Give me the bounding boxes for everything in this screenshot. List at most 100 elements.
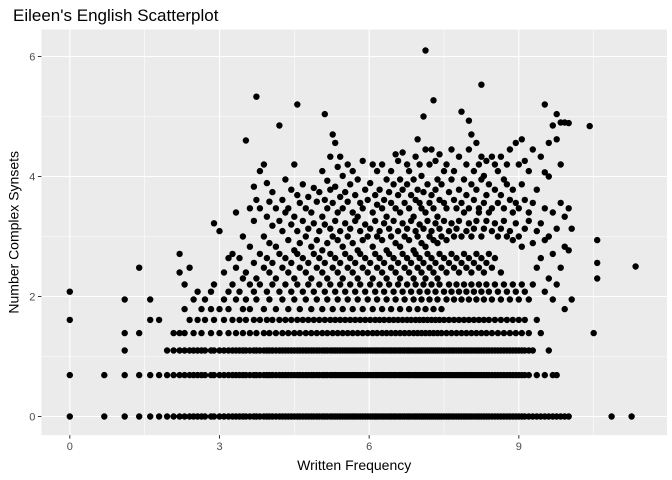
- data-point: [201, 371, 209, 379]
- data-point: [545, 139, 552, 147]
- data-point: [443, 161, 450, 168]
- data-point: [299, 217, 306, 225]
- data-point: [470, 316, 478, 324]
- data-point: [448, 288, 455, 295]
- data-point: [294, 250, 301, 258]
- x-tick-label: 9: [516, 441, 522, 453]
- data-point: [308, 209, 315, 216]
- data-point: [394, 281, 402, 288]
- data-point: [344, 296, 351, 303]
- data-point: [465, 254, 473, 262]
- data-point: [337, 193, 344, 201]
- data-point: [491, 186, 499, 193]
- data-point: [201, 296, 209, 303]
- data-point: [453, 329, 460, 337]
- data-point: [390, 316, 397, 324]
- data-point: [432, 220, 439, 227]
- data-point: [327, 225, 334, 232]
- data-point: [170, 329, 177, 337]
- data-point: [256, 167, 264, 175]
- data-point: [475, 316, 483, 324]
- data-point: [263, 213, 271, 220]
- data-point: [473, 186, 480, 193]
- data-point: [473, 329, 480, 337]
- data-point: [66, 413, 74, 420]
- data-point: [465, 146, 473, 153]
- data-point: [373, 264, 381, 271]
- data-point: [321, 316, 328, 324]
- data-point: [359, 157, 366, 165]
- data-point: [339, 243, 346, 250]
- data-point: [216, 305, 223, 313]
- data-point: [545, 233, 552, 240]
- data-point: [155, 413, 163, 420]
- data-point: [332, 316, 339, 324]
- data-point: [541, 371, 548, 379]
- data-point: [299, 316, 306, 324]
- data-point: [509, 236, 516, 244]
- data-point: [557, 264, 564, 271]
- data-point: [450, 196, 458, 204]
- data-point: [541, 288, 548, 295]
- data-point: [276, 250, 283, 258]
- data-point: [310, 184, 317, 192]
- data-point: [399, 149, 406, 156]
- data-point: [176, 329, 183, 337]
- data-point: [401, 329, 408, 337]
- data-point: [316, 188, 323, 196]
- data-point: [515, 161, 522, 168]
- data-point: [220, 371, 228, 379]
- data-point: [445, 227, 453, 235]
- data-point: [288, 259, 295, 267]
- data-point: [380, 259, 388, 267]
- data-point: [399, 186, 406, 193]
- data-point: [387, 305, 395, 313]
- data-point: [263, 179, 271, 187]
- data-point: [500, 205, 508, 212]
- data-point: [349, 329, 356, 337]
- data-point: [485, 316, 493, 324]
- data-point: [305, 259, 312, 267]
- data-point: [321, 221, 328, 228]
- data-point: [480, 199, 488, 207]
- data-point: [308, 275, 315, 282]
- data-point: [557, 199, 564, 207]
- data-point: [190, 329, 197, 337]
- data-point: [337, 259, 344, 267]
- data-point: [401, 264, 408, 271]
- data-point: [468, 131, 475, 138]
- y-tick-label: 0: [29, 412, 35, 424]
- data-point: [460, 250, 468, 258]
- data-point: [468, 181, 475, 188]
- data-point: [537, 153, 544, 160]
- data-point: [220, 347, 228, 354]
- data-point: [608, 413, 615, 420]
- data-point: [147, 413, 154, 420]
- x-tick-label: 0: [67, 441, 73, 453]
- data-point: [66, 288, 74, 295]
- data-point: [432, 288, 439, 295]
- data-point: [494, 329, 502, 337]
- data-point: [163, 413, 171, 420]
- data-point: [394, 259, 402, 267]
- data-point: [478, 153, 485, 160]
- data-point: [455, 217, 463, 225]
- data-point: [302, 296, 309, 303]
- data-point: [557, 161, 564, 168]
- data-point: [296, 329, 303, 337]
- data-point: [176, 371, 183, 379]
- data-point: [288, 221, 295, 228]
- data-point: [448, 250, 455, 258]
- data-point: [334, 163, 341, 171]
- data-point: [455, 186, 463, 193]
- data-point: [512, 220, 519, 227]
- data-point: [396, 305, 404, 313]
- data-point: [272, 243, 280, 250]
- data-point: [632, 263, 639, 270]
- data-point: [594, 236, 601, 244]
- data-point: [376, 227, 383, 235]
- data-point: [453, 225, 460, 232]
- data-point: [334, 236, 341, 244]
- data-point: [445, 259, 453, 267]
- data-point: [210, 413, 218, 420]
